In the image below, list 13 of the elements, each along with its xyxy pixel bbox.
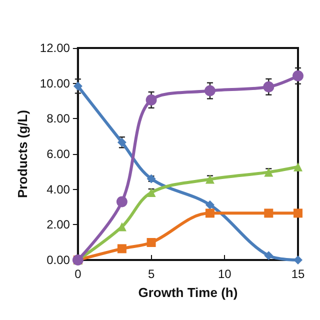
y-tick-label: 12.00 (40, 41, 70, 55)
x-tick-label: 15 (291, 267, 305, 281)
x-tick-label: 0 (74, 267, 82, 281)
y-tick-label: 2.00 (46, 218, 70, 232)
y-tick-label: 0.00 (46, 253, 70, 267)
x-tick-label: 10 (218, 267, 232, 281)
y-tick-label: 10.00 (40, 76, 70, 90)
y-axis-title: Products (g/L) (15, 110, 30, 198)
x-tick-label: 5 (148, 267, 155, 281)
x-axis-title: Growth Time (h) (138, 285, 238, 300)
y-tick-label: 6.00 (46, 147, 70, 161)
y-tick-label: 4.00 (46, 182, 70, 196)
y-tick-label: 8.00 (46, 112, 70, 126)
